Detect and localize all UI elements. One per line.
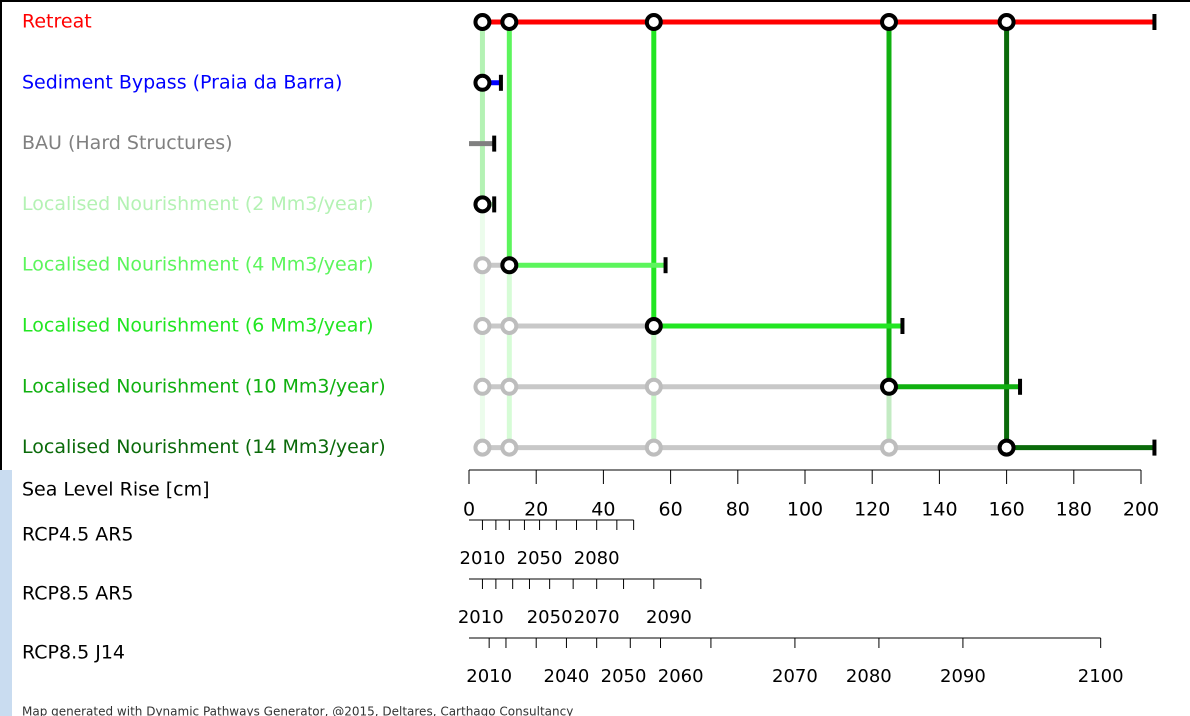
scenario-tick-label: 2040 xyxy=(544,666,590,687)
tipping-point xyxy=(500,317,519,335)
tipping-point xyxy=(644,317,663,335)
scenario-tick-label: 2090 xyxy=(646,607,692,628)
scenario-tick-label: 2070 xyxy=(574,607,620,628)
action-label: BAU (Hard Structures) xyxy=(22,132,233,154)
scenario-tick-label: 2090 xyxy=(940,666,986,687)
tipping-point xyxy=(500,377,519,396)
scenario-tick-label: 2050 xyxy=(517,548,563,569)
x-tick-label: 20 xyxy=(524,499,548,521)
tipping-point xyxy=(500,13,519,31)
scenario-label: RCP8.5 J14 xyxy=(22,642,125,664)
x-tick-label: 80 xyxy=(726,499,750,521)
scenario-label: RCP4.5 AR5 xyxy=(22,524,134,546)
tipping-point xyxy=(473,13,492,31)
scenario-tick-label: 2080 xyxy=(574,548,620,569)
tipping-point xyxy=(473,377,492,396)
scenario-tick-label: 2080 xyxy=(846,666,892,687)
scenario-tick-label: 2070 xyxy=(772,666,818,687)
tipping-point xyxy=(473,256,492,275)
x-tick-label: 140 xyxy=(921,499,957,521)
action-label: Retreat xyxy=(22,11,92,33)
x-axis-label: Sea Level Rise [cm] xyxy=(22,479,210,501)
tipping-point xyxy=(473,317,492,335)
tipping-point xyxy=(473,438,492,457)
x-tick-label: 200 xyxy=(1123,499,1159,521)
x-tick-label: 100 xyxy=(787,499,823,521)
tipping-point xyxy=(880,377,898,396)
tipping-point xyxy=(644,438,663,457)
scenario-tick-label: 2010 xyxy=(458,607,504,628)
scenario-tick-label: 2010 xyxy=(466,666,512,687)
action-label: Localised Nourishment (4 Mm3/year) xyxy=(22,254,374,276)
x-tick-label: 180 xyxy=(1056,499,1092,521)
x-tick-label: 40 xyxy=(591,499,615,521)
scenario-tick-label: 2010 xyxy=(460,548,506,569)
tipping-point xyxy=(473,73,492,92)
action-label: Localised Nourishment (6 Mm3/year) xyxy=(22,315,374,337)
tipping-point xyxy=(997,13,1016,31)
window-edge xyxy=(0,470,12,716)
tipping-point xyxy=(644,13,663,31)
tipping-point xyxy=(880,13,898,31)
action-label: Localised Nourishment (10 Mm3/year) xyxy=(22,375,386,397)
x-tick-label: 0 xyxy=(463,499,475,521)
scenario-tick-label: 2050 xyxy=(601,666,647,687)
scenario-tick-label: 2100 xyxy=(1078,666,1124,687)
action-label: Localised Nourishment (14 Mm3/year) xyxy=(22,436,386,458)
scenario-label: RCP8.5 AR5 xyxy=(22,583,134,605)
x-tick-label: 160 xyxy=(988,499,1024,521)
tipping-point xyxy=(997,438,1016,457)
tipping-point xyxy=(644,377,663,396)
scenario-tick-label: 2060 xyxy=(658,666,704,687)
footer: Map generated with Dynamic Pathways Gene… xyxy=(22,705,573,716)
tipping-point xyxy=(500,438,519,457)
action-label: Localised Nourishment (2 Mm3/year) xyxy=(22,193,374,215)
x-tick-label: 120 xyxy=(854,499,890,521)
scenario-tick-label: 2050 xyxy=(527,607,573,628)
tipping-point xyxy=(880,438,898,457)
action-label: Sediment Bypass (Praia da Barra) xyxy=(22,71,342,93)
tipping-point xyxy=(500,256,519,275)
tipping-point xyxy=(473,195,492,214)
x-tick-label: 60 xyxy=(659,499,683,521)
